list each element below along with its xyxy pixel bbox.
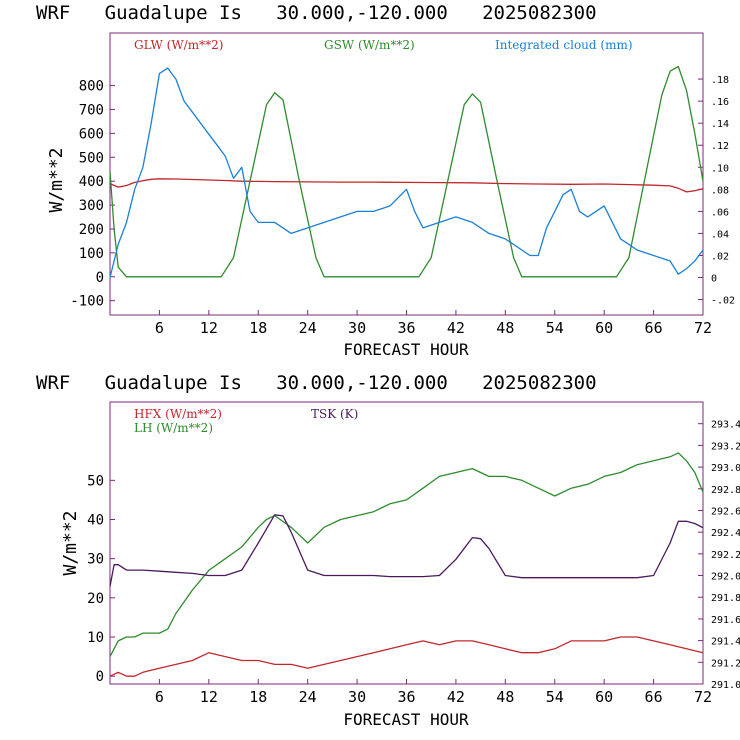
y2-tick-label: 291.4: [711, 637, 740, 648]
legend-hfx: HFX (W/m**2): [134, 407, 222, 421]
series-layer: [109, 452, 704, 677]
legend-integrated-cloud: Integrated cloud (mm): [495, 38, 633, 52]
x-tick-label: 54: [546, 319, 564, 337]
y-axis-label: W/m**2: [46, 147, 67, 212]
y2-tick-label: .10: [711, 163, 729, 174]
series-line-hfx: [109, 636, 704, 677]
y-tick-label: 20: [87, 591, 104, 607]
x-tick-label: 30: [348, 688, 366, 706]
y2-tick-label: .14: [711, 119, 729, 130]
x-tick-label: 36: [397, 319, 415, 337]
y2-tick-label: 291.8: [711, 593, 740, 604]
x-tick-label: 42: [447, 688, 465, 706]
series-line-integrated: [109, 67, 704, 278]
legend-lh: LH (W/m**2): [134, 421, 213, 435]
y-tick-label: 30: [87, 552, 104, 568]
x-tick-label: 48: [496, 319, 514, 337]
y-tick-label: 500: [79, 150, 104, 166]
y2-tick-label: .16: [711, 97, 729, 108]
y2-axis: -.02 0 .02 .04 .06 .08 .10 .12 .14 .16 .18: [698, 75, 735, 307]
x-tick-label: 30: [348, 319, 366, 337]
x-tick-label: 66: [645, 688, 663, 706]
x-tick-label: 60: [595, 319, 613, 337]
series-line-gsw: [109, 65, 704, 278]
x-axis: 6 12 18 24 30 36 42 48 54 60 66 72: [155, 679, 712, 706]
y2-tick-label: .08: [711, 185, 729, 196]
x-tick-label: 12: [200, 688, 218, 706]
y2-tick-label: 293.4: [711, 420, 740, 431]
plot-frame: [109, 401, 704, 685]
chart-title: WRF Guadalupe Is 30.000,-120.000 2025082…: [36, 372, 597, 394]
chart-top: WRF Guadalupe Is 30.000,-120.000 2025082…: [36, 2, 735, 359]
chart-title: WRF Guadalupe Is 30.000,-120.000 2025082…: [36, 2, 597, 24]
y-tick-label: 0: [96, 669, 104, 685]
x-axis-label: FORECAST HOUR: [343, 340, 469, 359]
legend-tsk: TSK (K): [311, 407, 358, 421]
x-axis-label: FORECAST HOUR: [343, 710, 469, 729]
y-tick-label: 40: [87, 513, 104, 529]
y2-tick-label: .02: [711, 251, 729, 262]
y-axis-label: W/m**2: [60, 510, 81, 575]
y2-tick-label: .18: [711, 75, 729, 86]
y-tick-label: 300: [79, 198, 104, 214]
x-tick-label: 72: [694, 688, 712, 706]
y2-tick-label: 293.2: [711, 441, 740, 452]
legend-gsw: GSW (W/m**2): [324, 38, 415, 52]
x-tick-label: 36: [397, 688, 415, 706]
y-tick-label: 0: [96, 270, 104, 286]
x-tick-label: 54: [546, 688, 564, 706]
x-tick-label: 18: [249, 688, 267, 706]
series-line-glw: [109, 178, 704, 193]
x-tick-label: 60: [595, 688, 613, 706]
y2-tick-label: 292.8: [711, 485, 740, 496]
x-tick-label: 18: [249, 319, 267, 337]
y-tick-label: 10: [87, 630, 104, 646]
y-axis: -100 0 100 200 300 400 500 600 700 800: [70, 79, 115, 310]
x-tick-label: 24: [299, 319, 317, 337]
chart-bottom: WRF Guadalupe Is 30.000,-120.000 2025082…: [36, 372, 740, 729]
y2-tick-label: 291.0: [711, 680, 740, 691]
series-line-tsk: [109, 514, 704, 587]
y-tick-label: 600: [79, 126, 104, 142]
y-tick-label: -100: [70, 294, 104, 310]
y2-tick-label: .12: [711, 141, 729, 152]
series-layer: [109, 65, 704, 278]
legend-glw: GLW (W/m**2): [134, 38, 223, 52]
y2-tick-label: .06: [711, 207, 729, 218]
y2-tick-label: 291.6: [711, 615, 740, 626]
y2-tick-label: -.02: [711, 296, 735, 307]
y-tick-label: 700: [79, 102, 104, 118]
y2-tick-label: 292.0: [711, 572, 740, 583]
y2-tick-label: 292.4: [711, 528, 740, 539]
y-tick-label: 200: [79, 222, 104, 238]
y2-tick-label: 0: [711, 274, 717, 285]
plot-frame: [109, 32, 704, 316]
y2-tick-label: 293.0: [711, 463, 740, 474]
series-line-lh: [109, 452, 704, 657]
y-tick-label: 400: [79, 174, 104, 190]
y-axis: 0 10 20 30 40 50: [87, 473, 115, 685]
x-tick-label: 66: [645, 319, 663, 337]
y2-tick-label: 291.2: [711, 658, 740, 669]
x-tick-label: 6: [155, 319, 164, 337]
y-tick-label: 100: [79, 246, 104, 262]
x-tick-label: 12: [200, 319, 218, 337]
y2-axis: 291.0 291.2 291.4 291.6 291.8 292.0 292.2 292.4…: [698, 420, 740, 691]
y2-tick-label: 292.6: [711, 506, 740, 517]
x-tick-label: 6: [155, 688, 164, 706]
x-tick-label: 42: [447, 319, 465, 337]
x-axis: 6 12 18 24 30 36 42 48 54 60 66 72: [155, 310, 712, 337]
y-tick-label: 50: [87, 473, 104, 489]
x-tick-label: 48: [496, 688, 514, 706]
y2-tick-label: .04: [711, 229, 729, 240]
x-tick-label: 24: [299, 688, 317, 706]
x-tick-label: 72: [694, 319, 712, 337]
y2-tick-label: 292.2: [711, 550, 740, 561]
y-tick-label: 800: [79, 79, 104, 95]
